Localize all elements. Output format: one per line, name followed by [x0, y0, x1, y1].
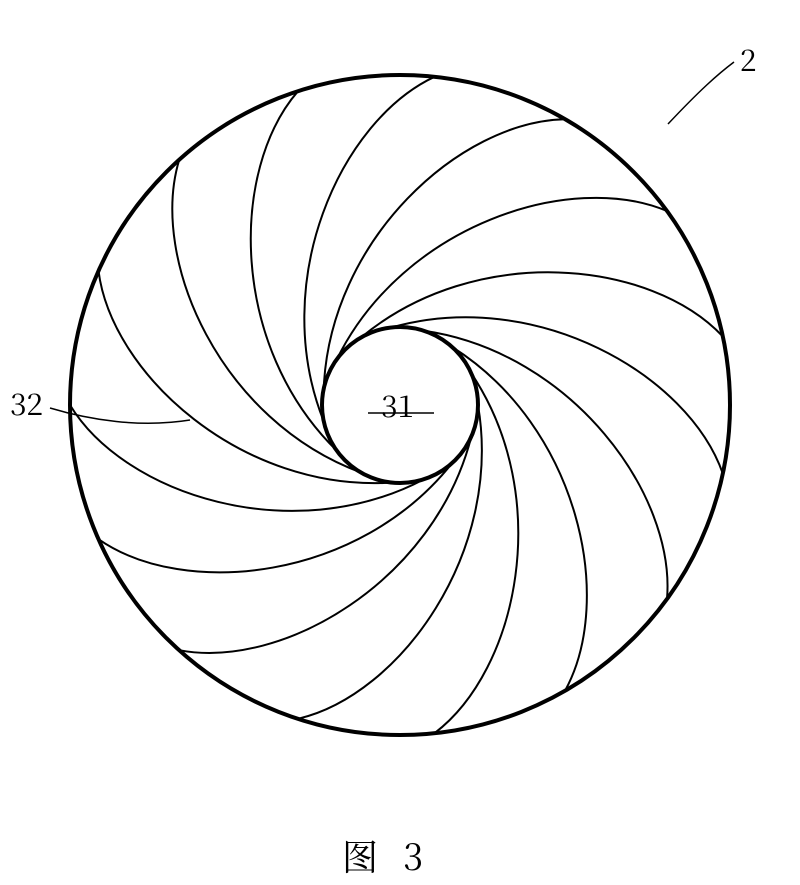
label-outer-ring: 2	[740, 36, 757, 80]
figure-caption: 图 3	[342, 830, 431, 881]
label-blade: 32	[10, 380, 43, 424]
leader-outer	[668, 62, 734, 124]
fan-diagram	[0, 0, 800, 885]
figure-page: 2 31 32 图 3	[0, 0, 800, 885]
label-hub: 31	[381, 382, 414, 426]
